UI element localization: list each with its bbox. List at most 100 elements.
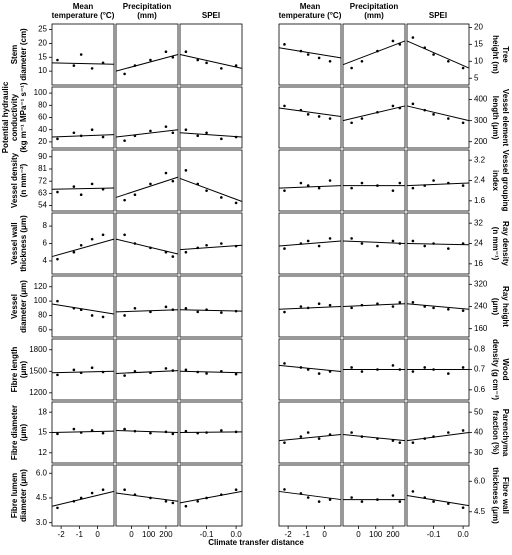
data-point [447,502,450,505]
data-point [234,64,238,67]
data-point [398,500,402,503]
data-point [171,55,175,59]
x-tick-label: 100 [369,530,383,539]
panel-frame [278,464,342,527]
y-tick-label: 6 [43,239,48,248]
data-point [328,179,332,182]
trend-line [406,243,470,246]
y-tick-label: 4.5 [474,507,486,516]
data-point [90,128,94,131]
data-point [317,186,321,190]
data-point [164,305,168,309]
column-title: SPEI [202,11,220,20]
y-tick-label: 160 [474,324,488,333]
x-tick-label: -1 [76,530,84,539]
trend-line [51,430,115,433]
trend-line [115,429,179,433]
y-axis-label: (μm) [491,298,500,316]
y-tick-label: 32 [474,218,483,227]
data-point [196,310,200,314]
panel-frame [342,149,406,212]
y-tick-label: 30 [474,448,483,457]
data-point [90,491,94,495]
data-point [164,125,168,128]
x-tick-label: 0.0 [231,530,243,539]
data-point [72,368,76,372]
data-point [56,257,59,261]
data-point [149,182,152,186]
x-axis-title: Climate transfer distance [208,538,304,547]
data-point [220,67,223,70]
y-tick-label: 0.7 [474,365,486,374]
trend-line [179,370,243,374]
panel-frame [51,338,115,401]
data-point [411,370,415,373]
data-point [149,129,152,133]
trend-line [179,490,243,504]
trend-line [406,432,470,442]
data-point [90,67,94,70]
y-tick-label: 25 [38,25,47,34]
y-tick-label: 200 [474,137,488,146]
y-axis-label: height (m) [491,35,500,74]
y-tick-label: 300 [474,116,488,125]
data-point [283,310,286,314]
data-point [411,441,415,444]
data-point [184,250,188,254]
data-point [149,310,152,314]
trend-line [179,309,243,312]
y-tick-label: 80 [38,100,47,109]
data-point [56,190,59,194]
trend-line [278,434,342,442]
data-point [220,242,223,245]
data-point [328,498,332,501]
panel-frame [342,464,406,527]
data-point [432,306,435,310]
panel-frame [278,86,342,149]
data-point [90,237,94,241]
data-point [196,499,200,503]
data-point [72,427,76,431]
data-point [411,490,415,493]
y-axis-label: Vessel grouping [501,150,510,212]
trend-line [278,306,342,310]
column-title: Precipitation [123,2,172,11]
trend-line [406,303,470,310]
y-tick-label: 15 [38,428,47,437]
y-axis-label: (kg m⁻¹ MPa⁻¹ s⁻¹) [19,82,28,152]
y-axis-label: Fibre length [10,347,19,393]
y-tick-label: 6.0 [36,468,48,477]
panel-frame [342,401,406,464]
x-tick-label: -0.1 [200,530,214,539]
y-tick-label: 0.8 [474,344,486,353]
y-tick-label: 12 [38,448,47,457]
trend-line [179,177,243,202]
trend-line [406,40,470,69]
data-point [411,36,415,39]
data-point [350,366,353,369]
trend-line [51,187,115,190]
trend-line [278,107,342,117]
y-tick-label: 6.0 [474,476,486,485]
data-point [220,429,223,432]
panel-frame [179,275,243,338]
data-point [123,314,126,317]
data-point [299,435,303,438]
data-point [411,301,415,304]
trend-line [342,434,406,442]
data-point [56,137,59,141]
data-point [306,239,310,243]
y-tick-label: 54 [38,201,47,210]
data-point [461,366,465,369]
panel-frame [179,86,243,149]
data-point [398,181,402,185]
panel-frame [406,464,470,527]
data-point [72,250,76,254]
data-point [90,366,94,370]
data-point [101,488,105,492]
data-point [461,429,465,432]
data-point [220,311,223,314]
data-point [423,366,427,369]
panel-frame [115,464,179,527]
y-tick-label: 1500 [29,366,47,375]
